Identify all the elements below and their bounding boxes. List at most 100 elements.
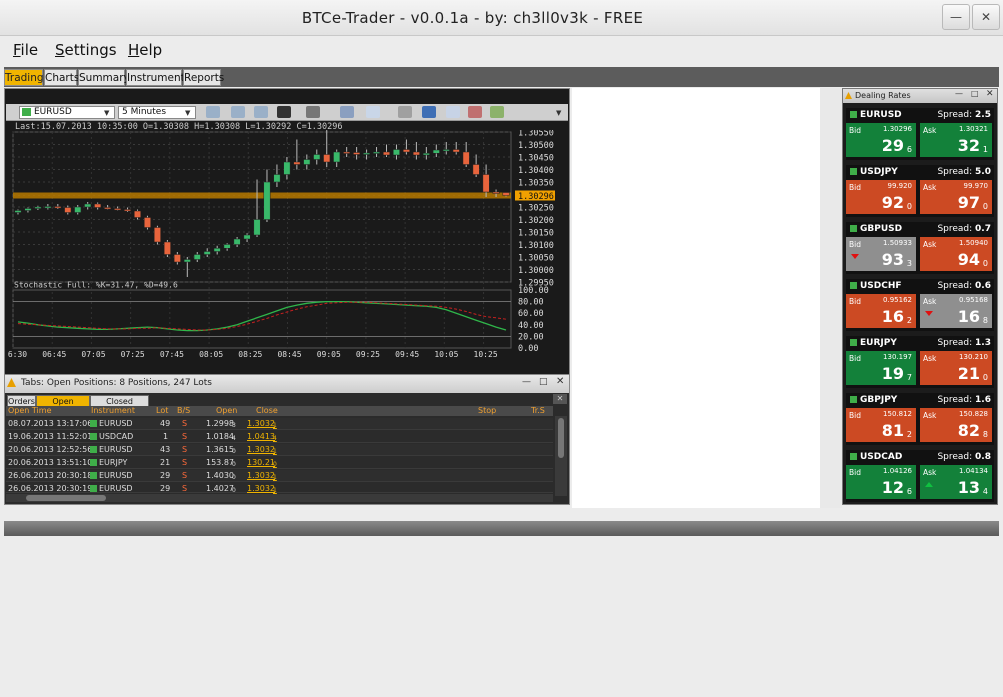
period-select[interactable]: 5 Minutes <box>118 106 196 119</box>
save-icon[interactable] <box>422 106 436 118</box>
splitter[interactable] <box>820 88 842 508</box>
candle <box>492 191 500 194</box>
positions-title: Tabs: Open Positions: 8 Positions, 247 L… <box>5 375 569 393</box>
candle-type-icon[interactable] <box>277 106 291 118</box>
tab-instruments[interactable]: Instruments <box>126 69 190 86</box>
ask-button[interactable]: Ask 1.50940 94 0 <box>920 237 992 271</box>
indicator-icon[interactable] <box>366 106 380 118</box>
minimize-button[interactable]: — <box>942 4 970 30</box>
panel-close-icon[interactable]: ✕ <box>556 376 565 387</box>
positions-table-header: Open Time Instrument Lot B/S Open Close … <box>6 406 553 416</box>
candle <box>104 207 112 210</box>
rate-card-usdchf: USDCHF Spread: 0.6 Bid 0.95162 16 2 Ask 0.95168… <box>846 279 994 331</box>
tab-summary[interactable]: Summary <box>78 69 130 86</box>
table-row[interactable]: 20.06.2013 13:51:10 EURJPY 21 S 153.87 0 … <box>6 457 553 469</box>
ask-button[interactable]: Ask 150.828 82 8 <box>920 408 992 442</box>
col-lot[interactable]: Lot <box>156 406 169 415</box>
instrument-select[interactable]: EURUSD <box>19 106 115 119</box>
candle <box>163 241 171 255</box>
bid-button[interactable]: Bid 1.04126 12 6 <box>846 465 916 499</box>
rate-card-eurusd: EURUSD Spread: 2.5 Bid 1.30296 29 6 Ask 1.30321… <box>846 108 994 160</box>
tab-trading[interactable]: Trading <box>4 69 44 86</box>
current-price-band <box>13 192 511 199</box>
positions-close-icon[interactable]: ✕ <box>553 394 567 404</box>
price-chart[interactable]: 1.30550 1.30500 1.30450 1.30400 1.30350 1.302… <box>8 130 568 360</box>
copy-icon[interactable] <box>446 106 460 118</box>
ask-button[interactable]: Ask 0.95168 16 8 <box>920 294 992 328</box>
time-tick-label: 07:05 <box>81 350 105 359</box>
print-icon[interactable] <box>398 106 412 118</box>
status-bar <box>4 521 999 536</box>
candle <box>452 149 460 153</box>
tab-reports[interactable]: Reports <box>183 69 224 86</box>
bid-button[interactable]: Bid 1.30296 29 6 <box>846 123 916 157</box>
ask-button[interactable]: Ask 1.30321 32 1 <box>920 123 992 157</box>
tab-charts[interactable]: Charts <box>44 69 79 86</box>
chart-ohlc-info: Last:15.07.2013 10:35:00 O=1.30308 H=1.3… <box>15 122 343 132</box>
table-row[interactable]: 26.06.2013 20:30:19 EURUSD 29 S 1.4027 0 … <box>6 483 553 494</box>
zoom-out-icon[interactable] <box>231 106 245 118</box>
menu-help[interactable]: Help <box>128 41 163 59</box>
ask-button[interactable]: Ask 99.970 97 0 <box>920 180 992 214</box>
rate-symbol: GBPJPY <box>849 395 898 405</box>
close-button[interactable]: ✕ <box>972 4 1000 30</box>
table-row[interactable]: 26.06.2013 20:30:18 EURUSD 29 S 1.4030 0 … <box>6 470 553 482</box>
candle <box>373 151 380 154</box>
table-row[interactable]: 20.06.2013 12:52:56 EURUSD 43 S 1.3615 0 … <box>6 444 553 456</box>
instrument-flag-icon <box>22 108 31 116</box>
stoch-k-line <box>17 300 507 332</box>
current-price-label: 1.30296 <box>518 192 554 202</box>
toolbar-more-icon[interactable]: ▼ <box>556 109 562 117</box>
time-tick-label: 08:05 <box>199 350 223 359</box>
col-trailing-stop[interactable]: Tr.S <box>531 406 545 415</box>
positions-horizontal-scrollbar[interactable] <box>6 494 553 502</box>
col-open[interactable]: Open <box>216 406 238 415</box>
price-tick-label: 1.30500 <box>518 141 554 151</box>
panel-close-icon[interactable]: ✕ <box>986 89 994 99</box>
rate-card-usdjpy: USDJPY Spread: 5.0 Bid 99.920 92 0 Ask 99.970 97… <box>846 165 994 217</box>
col-open-time[interactable]: Open Time <box>8 406 52 415</box>
time-tick-label: 09:05 <box>317 350 341 359</box>
time-tick-label: 07:45 <box>160 350 184 359</box>
bid-button[interactable]: Bid 130.197 19 7 <box>846 351 916 385</box>
rate-symbol: USDCHF <box>850 281 902 291</box>
time-tick-label: 07:25 <box>121 350 145 359</box>
bid-button[interactable]: Bid 1.50933 93 3 <box>846 237 916 271</box>
col-bs[interactable]: B/S <box>177 406 191 415</box>
price-tick-label: 1.30550 <box>518 130 554 139</box>
stoch-tick-label: 20.00 <box>518 332 544 342</box>
panel-minimize-icon[interactable]: — <box>522 377 531 387</box>
menu-file[interactable]: File <box>13 41 39 59</box>
time-tick-label: 06:30 <box>8 350 27 359</box>
panel-maximize-icon[interactable]: □ <box>971 89 979 98</box>
col-stop[interactable]: Stop <box>478 406 497 415</box>
menu-settings[interactable]: Settings <box>55 41 117 59</box>
table-row[interactable]: 19.06.2013 11:52:01 USDCAD 1 S 1.0184 4 1… <box>6 431 553 443</box>
ask-button[interactable]: Ask 130.210 21 0 <box>920 351 992 385</box>
panel-minimize-icon[interactable]: — <box>955 89 963 98</box>
price-tick-label: 1.30400 <box>518 166 554 176</box>
template-icon[interactable] <box>468 106 482 118</box>
candle <box>64 207 72 213</box>
export-icon[interactable] <box>490 106 504 118</box>
col-close[interactable]: Close <box>256 406 278 415</box>
table-row[interactable]: 08.07.2013 13:17:06 EURUSD 49 S 1.2998 3 … <box>6 418 553 430</box>
candle <box>14 210 22 213</box>
ask-button[interactable]: Ask 1.04134 13 4 <box>920 465 992 499</box>
candle <box>173 254 181 263</box>
panel-maximize-icon[interactable]: □ <box>539 377 548 387</box>
draw-line-icon[interactable] <box>340 106 354 118</box>
zoom-in-icon[interactable] <box>206 106 220 118</box>
crosshair-icon[interactable] <box>306 106 320 118</box>
positions-vertical-scrollbar[interactable] <box>555 416 567 496</box>
col-instrument[interactable]: Instrument <box>91 406 136 415</box>
bid-button[interactable]: Bid 0.95162 16 2 <box>846 294 916 328</box>
bid-button[interactable]: Bid 99.920 92 0 <box>846 180 916 214</box>
candle <box>183 259 191 263</box>
rate-spread: Spread: 0.8 <box>937 452 991 462</box>
close-icon: ✕ <box>980 10 992 24</box>
bid-button[interactable]: Bid 150.812 81 2 <box>846 408 916 442</box>
stoch-tick-label: 40.00 <box>518 321 544 331</box>
zoom-fit-icon[interactable] <box>254 106 268 118</box>
candle <box>233 238 241 245</box>
